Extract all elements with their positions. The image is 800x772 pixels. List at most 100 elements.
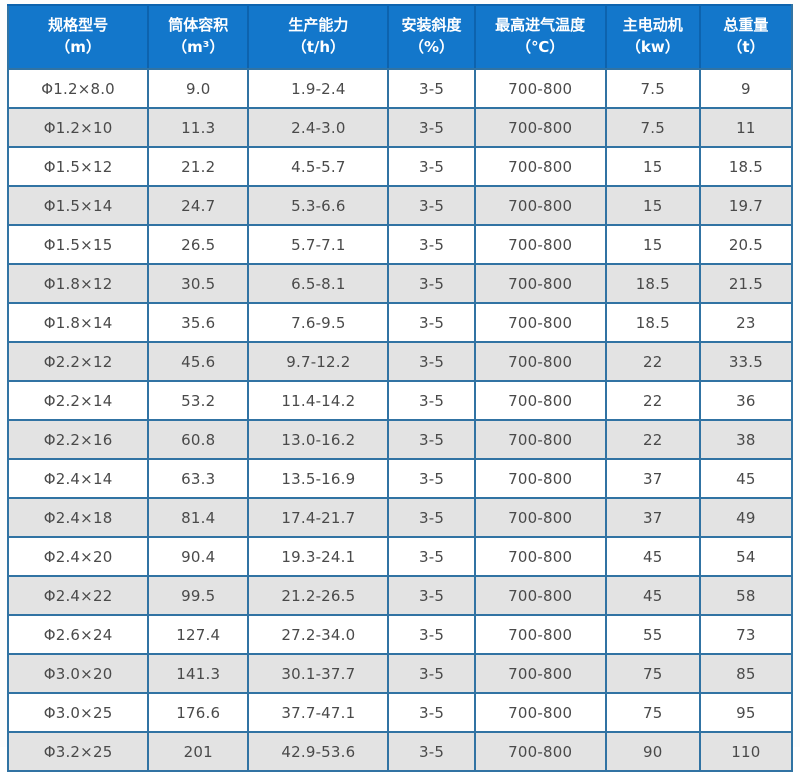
cell: 45: [604, 575, 701, 616]
cell: Φ3.0×25: [6, 692, 150, 733]
cell: 700-800: [473, 68, 607, 109]
cell: 6.5-8.1: [247, 263, 390, 304]
cell: 53.2: [147, 380, 250, 421]
cell: 700-800: [473, 653, 607, 694]
cell: 700-800: [473, 419, 607, 460]
cell: Φ2.4×20: [6, 536, 150, 577]
cell: 2.4-3.0: [247, 107, 390, 148]
cell: 58: [698, 575, 794, 616]
cell: 45: [698, 458, 794, 499]
cell: 3-5: [387, 536, 476, 577]
table-row: Φ1.2×10 11.3 2.4-3.0 3-5 700-800 7.5 11: [6, 107, 794, 148]
cell: 26.5: [147, 224, 250, 265]
cell: Φ1.5×15: [6, 224, 150, 265]
cell: 700-800: [473, 575, 607, 616]
cell: 24.7: [147, 185, 250, 226]
cell: 3-5: [387, 731, 476, 772]
cell: 3-5: [387, 380, 476, 421]
cell: Φ2.2×16: [6, 419, 150, 460]
cell: 700-800: [473, 341, 607, 382]
table-row: Φ2.4×14 63.3 13.5-16.9 3-5 700-800 37 45: [6, 458, 794, 499]
cell: 75: [604, 653, 701, 694]
cell: 141.3: [147, 653, 250, 694]
cell: 75: [604, 692, 701, 733]
cell: 19.3-24.1: [247, 536, 390, 577]
cell: 700-800: [473, 497, 607, 538]
column-title: 总重量: [723, 16, 769, 35]
column-header: 筒体容积 （m³）: [147, 4, 250, 70]
cell: Φ2.4×18: [6, 497, 150, 538]
cell: 11.4-14.2: [247, 380, 390, 421]
cell: Φ1.5×14: [6, 185, 150, 226]
cell: 95: [698, 692, 794, 733]
cell: 38: [698, 419, 794, 460]
table-row: Φ1.8×12 30.5 6.5-8.1 3-5 700-800 18.5 21.5: [6, 263, 794, 304]
cell: 9.7-12.2: [247, 341, 390, 382]
cell: 17.4-21.7: [247, 497, 390, 538]
cell: 73: [698, 614, 794, 655]
table-row: Φ3.0×20 141.3 30.1-37.7 3-5 700-800 75 85: [6, 653, 794, 694]
table-row: Φ3.0×25 176.6 37.7-47.1 3-5 700-800 75 95: [6, 692, 794, 733]
cell: 1.9-2.4: [247, 68, 390, 109]
cell: 110: [698, 731, 794, 772]
column-title: 最高进气温度: [495, 16, 586, 35]
cell: 9: [698, 68, 794, 109]
column-header: 生产能力 （t/h）: [247, 4, 390, 70]
table-row: Φ1.5×14 24.7 5.3-6.6 3-5 700-800 15 19.7: [6, 185, 794, 226]
table-row: Φ3.2×25 201 42.9-53.6 3-5 700-800 90 110: [6, 731, 794, 772]
cell: 700-800: [473, 146, 607, 187]
cell: 33.5: [698, 341, 794, 382]
cell: 23: [698, 302, 794, 343]
cell: 3-5: [387, 146, 476, 187]
cell: Φ1.8×14: [6, 302, 150, 343]
cell: 22: [604, 341, 701, 382]
column-unit: （kw）: [625, 38, 680, 56]
cell: 700-800: [473, 107, 607, 148]
cell: 700-800: [473, 731, 607, 772]
cell: 3-5: [387, 185, 476, 226]
cell: 3-5: [387, 692, 476, 733]
column-header: 安装斜度 （%）: [387, 4, 476, 70]
cell: 127.4: [147, 614, 250, 655]
cell: 700-800: [473, 302, 607, 343]
cell: 54: [698, 536, 794, 577]
cell: Φ2.4×22: [6, 575, 150, 616]
cell: 45: [604, 536, 701, 577]
cell: Φ2.2×12: [6, 341, 150, 382]
table-row: Φ1.2×8.0 9.0 1.9-2.4 3-5 700-800 7.5 9: [6, 68, 794, 109]
table-body: Φ1.2×8.0 9.0 1.9-2.4 3-5 700-800 7.5 9 Φ1.2×10 1…: [6, 68, 794, 772]
cell: 35.6: [147, 302, 250, 343]
cell: Φ1.2×8.0: [6, 68, 150, 109]
cell: Φ1.2×10: [6, 107, 150, 148]
cell: 21.5: [698, 263, 794, 304]
spec-table-container: 规格型号 （m） 筒体容积 （m³） 生产能力 （t/h） 安装斜度 （%） 最高进气温度 （℃）…: [6, 4, 794, 772]
table-row: Φ2.6×24 127.4 27.2-34.0 3-5 700-800 55 73: [6, 614, 794, 655]
cell: 21.2-26.5: [247, 575, 390, 616]
cell: 45.6: [147, 341, 250, 382]
cell: 90: [604, 731, 701, 772]
cell: 700-800: [473, 614, 607, 655]
column-unit: （t/h）: [291, 38, 346, 56]
cell: 90.4: [147, 536, 250, 577]
cell: 7.6-9.5: [247, 302, 390, 343]
cell: 22: [604, 380, 701, 421]
cell: 37.7-47.1: [247, 692, 390, 733]
column-unit: （m³）: [172, 38, 225, 56]
cell: 3-5: [387, 302, 476, 343]
table-row: Φ2.2×12 45.6 9.7-12.2 3-5 700-800 22 33.5: [6, 341, 794, 382]
cell: 5.3-6.6: [247, 185, 390, 226]
cell: 700-800: [473, 185, 607, 226]
cell: Φ1.5×12: [6, 146, 150, 187]
table-row: Φ2.4×22 99.5 21.2-26.5 3-5 700-800 45 58: [6, 575, 794, 616]
cell: Φ2.4×14: [6, 458, 150, 499]
cell: 700-800: [473, 458, 607, 499]
cell: 49: [698, 497, 794, 538]
cell: 18.5: [604, 302, 701, 343]
cell: 63.3: [147, 458, 250, 499]
cell: 700-800: [473, 224, 607, 265]
cell: 27.2-34.0: [247, 614, 390, 655]
cell: 11.3: [147, 107, 250, 148]
cell: 176.6: [147, 692, 250, 733]
cell: 4.5-5.7: [247, 146, 390, 187]
cell: 30.1-37.7: [247, 653, 390, 694]
